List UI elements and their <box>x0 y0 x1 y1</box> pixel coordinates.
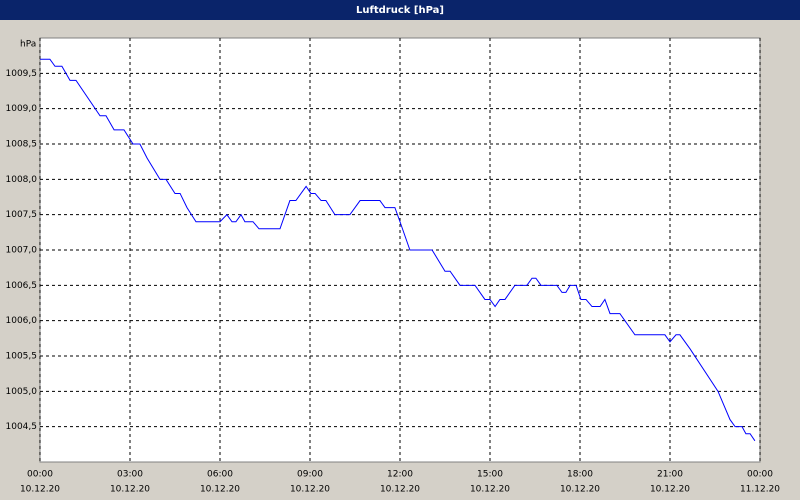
x-tick-label: 12:00 <box>387 470 413 480</box>
x-tick-date: 10.12.20 <box>200 485 240 495</box>
x-tick-date: 10.12.20 <box>110 485 150 495</box>
x-tick-date: 10.12.20 <box>290 485 330 495</box>
data-line <box>40 58 756 442</box>
x-tick-label: 18:00 <box>567 470 593 480</box>
x-tick-label: 06:00 <box>207 470 233 480</box>
x-tick-date: 10.12.20 <box>20 485 60 495</box>
x-tick-date: 10.12.20 <box>380 485 420 495</box>
y-tick-label: 1008,0 <box>6 175 38 185</box>
x-tick-label: 03:00 <box>117 470 143 480</box>
y-tick-label: 1007,5 <box>6 210 38 220</box>
x-tick-label: 09:00 <box>297 470 323 480</box>
y-tick-label: 1009,0 <box>6 104 38 114</box>
x-tick-label: 00:00 <box>747 470 773 480</box>
y-tick-label: 1006,5 <box>6 281 38 291</box>
y-axis-label: hPa <box>20 40 36 50</box>
x-tick-date: 10.12.20 <box>470 485 510 495</box>
y-tick-label: 1006,0 <box>6 316 38 326</box>
y-tick-label: 1005,0 <box>6 387 38 397</box>
chart-title: Luftdruck [hPa] <box>356 5 444 16</box>
x-tick-date: 10.12.20 <box>650 485 690 495</box>
y-tick-label: 1007,0 <box>6 246 38 256</box>
x-tick-label: 21:00 <box>657 470 683 480</box>
x-tick-label: 00:00 <box>27 470 53 480</box>
y-tick-label: 1005,5 <box>6 352 38 362</box>
y-tick-label: 1008,5 <box>6 140 38 150</box>
y-tick-label: 1004,5 <box>6 422 38 432</box>
x-tick-date: 10.12.20 <box>560 485 600 495</box>
y-tick-label: 1009,5 <box>6 69 38 79</box>
title-bar <box>0 0 800 20</box>
x-tick-date: 11.12.20 <box>740 485 780 495</box>
x-tick-label: 15:00 <box>477 470 503 480</box>
